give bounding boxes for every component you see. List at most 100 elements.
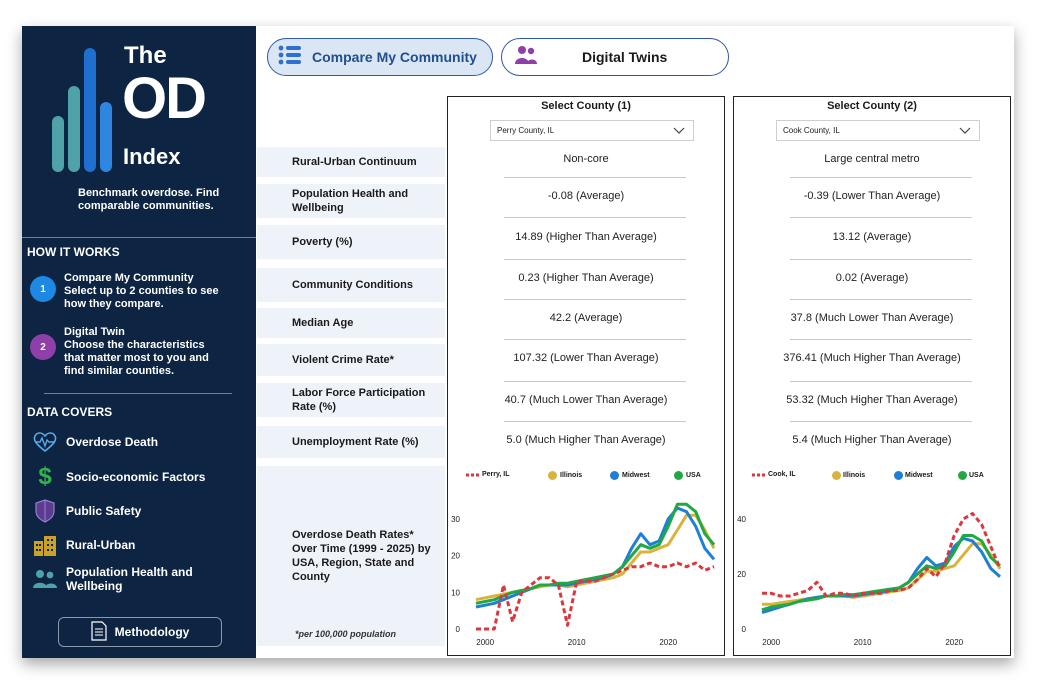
- series-line-illinois: [762, 542, 1002, 606]
- step-text: Select up to 2 counties to see how they …: [64, 285, 219, 310]
- logo-bars-icon: [52, 48, 112, 172]
- value-labor-force: 53.32 (Much Higher Than Average): [786, 394, 958, 406]
- row-label-rural-urban: Rural-Urban Continuum: [257, 147, 445, 177]
- cover-label: Public Safety: [66, 504, 142, 518]
- value-community-conditions: 0.02 (Average): [835, 272, 909, 284]
- y-tick-label: 40: [737, 515, 746, 524]
- step-title: Compare My Community: [64, 272, 194, 284]
- step-compare: 1 Compare My Community Select up to 2 co…: [30, 272, 250, 316]
- x-tick-label: 2020: [659, 638, 677, 647]
- heartbeat-icon: [32, 429, 58, 455]
- divider: [504, 339, 686, 340]
- row-label-median-age: Median Age: [257, 308, 445, 338]
- legend-label: Illinois: [560, 472, 583, 479]
- value-median-age: 37.8 (Much Lower Than Average): [790, 312, 954, 324]
- cover-label: Population Health and Wellbeing: [66, 565, 193, 593]
- value-population-health: -0.08 (Average): [547, 190, 625, 202]
- overdose-rate-chart-2: 0 20 40 2000 2010 2020: [737, 512, 1002, 647]
- logo-od: OD: [122, 66, 207, 131]
- y-tick-label: 0: [742, 625, 747, 634]
- x-tick-label: 2000: [762, 638, 780, 647]
- methodology-button[interactable]: Methodology: [58, 617, 222, 647]
- select-value: Perry County, IL: [497, 126, 555, 135]
- cover-item-public-safety: Public Safety: [32, 498, 141, 524]
- legend-label: Midwest: [622, 472, 650, 479]
- divider: [504, 217, 686, 218]
- legend-label: USA: [686, 472, 701, 479]
- y-tick-label: 20: [451, 552, 460, 561]
- county-select-1[interactable]: Perry County, IL: [490, 120, 694, 141]
- people-icon: [32, 566, 58, 592]
- divider: [504, 177, 686, 178]
- legend-usa: USA: [958, 471, 984, 480]
- value-violent-crime: 376.41 (Much Higher Than Average): [783, 352, 961, 364]
- divider: [504, 259, 686, 260]
- divider: [790, 299, 972, 300]
- series-line-usa: [475, 502, 716, 605]
- document-icon: [91, 620, 107, 644]
- value-poverty: 14.89 (Higher Than Average): [515, 231, 657, 243]
- county-panel-1: Select County (1) Perry County, IL Non-c…: [447, 96, 725, 656]
- row-label-unemployment: Unemployment Rate (%): [257, 426, 445, 458]
- tagline: Benchmark overdose. Find comparable comm…: [78, 187, 220, 212]
- row-label-poverty: Poverty (%): [257, 225, 445, 259]
- chart-legend: Cook, IL Illinois Midwest USA: [734, 471, 1010, 483]
- divider: [790, 259, 972, 260]
- cover-item-overdose: Overdose Death: [32, 429, 158, 455]
- list-icon: [278, 45, 302, 70]
- step-text: Choose the characteristics that matter m…: [64, 339, 209, 377]
- row-label-violent-crime: Violent Crime Rate*: [257, 344, 445, 376]
- series-line-usa: [761, 534, 1002, 612]
- divider: [790, 217, 972, 218]
- panel-title: Select County (1): [541, 100, 631, 112]
- digital-twins-button[interactable]: Digital Twins: [501, 38, 729, 76]
- overdose-rate-chart-1: 0 10 20 30 2000 2010 2020: [451, 502, 716, 647]
- chevron-down-icon: [673, 125, 685, 137]
- row-label-community-conditions: Community Conditions: [257, 268, 445, 302]
- value-population-health: -0.39 (Lower Than Average): [803, 190, 941, 202]
- step-title: Digital Twin: [64, 326, 125, 338]
- shield-icon: [32, 498, 58, 524]
- legend-label: Perry, IL: [482, 471, 510, 478]
- x-tick-label: 2010: [854, 638, 872, 647]
- county-panel-2: Select County (2) Cook County, IL Large …: [733, 96, 1011, 656]
- how-it-works-heading: HOW IT WORKS: [27, 245, 120, 259]
- legend-state: Illinois: [548, 471, 582, 480]
- cover-label: Rural-Urban: [66, 538, 136, 552]
- dashboard-frame: The OD Index Benchmark overdose. Find co…: [22, 26, 1014, 658]
- divider: [22, 237, 256, 238]
- y-tick-label: 30: [451, 515, 460, 524]
- step-number-2: 2: [30, 334, 56, 360]
- y-tick-label: 10: [451, 588, 460, 597]
- series-line-illinois: [475, 513, 716, 602]
- y-tick-label: 20: [737, 570, 746, 579]
- compare-my-community-button[interactable]: Compare My Community: [267, 38, 493, 76]
- value-poverty: 13.12 (Average): [832, 231, 912, 243]
- series-line-perry-il: [476, 561, 715, 631]
- select-value: Cook County, IL: [783, 126, 840, 135]
- legend-label: Midwest: [905, 472, 933, 479]
- row-label-population-health: Population Health and Wellbeing: [257, 184, 445, 218]
- tab-label: Digital Twins: [582, 49, 668, 65]
- step-number-1: 1: [30, 276, 56, 302]
- divider: [504, 299, 686, 300]
- divider: [790, 177, 972, 178]
- people-icon: [514, 45, 538, 70]
- x-tick-label: 2000: [476, 638, 494, 647]
- panel-title: Select County (2): [827, 100, 917, 112]
- county-select-2[interactable]: Cook County, IL: [776, 120, 980, 141]
- value-unemployment: 5.4 (Much Higher Than Average): [792, 434, 952, 446]
- y-tick-label: 0: [456, 625, 461, 634]
- legend-region: Midwest: [610, 471, 650, 480]
- value-violent-crime: 107.32 (Lower Than Average): [513, 352, 659, 364]
- cover-item-socio-economic: $ Socio-economic Factors: [32, 463, 205, 490]
- value-rural-urban: Large central metro: [824, 153, 920, 165]
- chart-legend: Perry, IL Illinois Midwest USA: [448, 471, 724, 483]
- legend-county: Cook, IL: [752, 471, 796, 478]
- methodology-label: Methodology: [114, 625, 190, 639]
- value-median-age: 42.2 (Average): [549, 312, 623, 324]
- cover-item-population-health: Population Health and Wellbeing: [32, 565, 206, 593]
- legend-region: Midwest: [894, 471, 933, 480]
- footnote: *per 100,000 population: [295, 629, 397, 639]
- legend-label: USA: [969, 472, 984, 479]
